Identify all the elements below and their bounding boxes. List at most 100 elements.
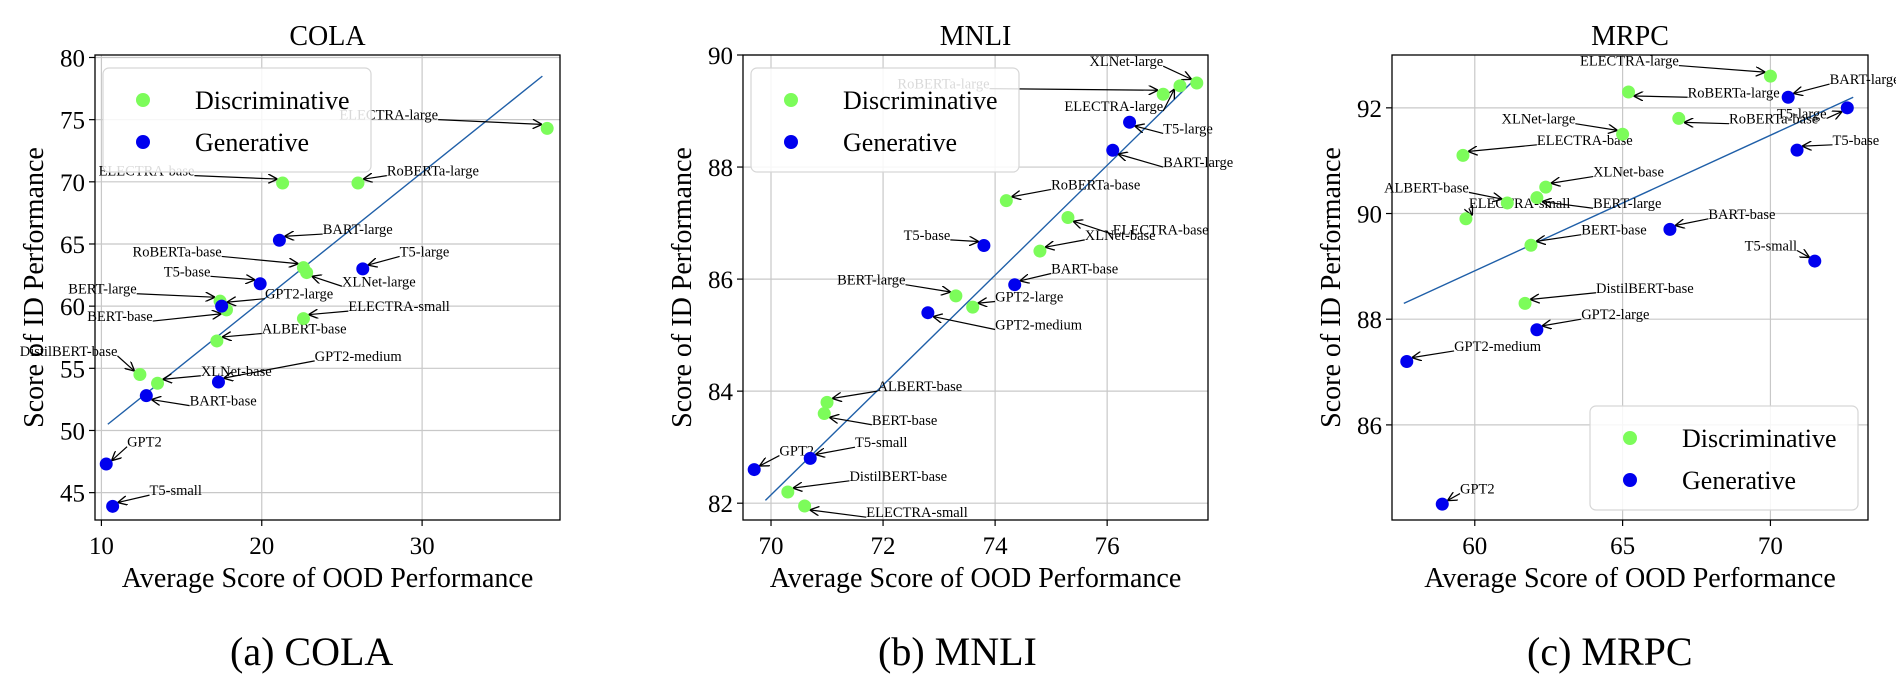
data-point <box>1530 323 1544 337</box>
legend-label: Discriminative <box>1682 424 1837 453</box>
data-point <box>1539 180 1553 194</box>
point-label: T5-small <box>150 483 202 499</box>
annotation-arrow <box>1552 175 1594 184</box>
legend: Discriminative Generative <box>750 67 1020 173</box>
data-point <box>1616 127 1630 141</box>
data-point <box>1524 238 1538 252</box>
legend-marker <box>136 135 150 149</box>
point-label: ELECTRA-small <box>866 505 968 521</box>
point-label: BERT-large <box>68 282 136 298</box>
data-point <box>1033 244 1047 258</box>
annotation-arrow <box>119 494 150 502</box>
legend-marker <box>784 135 798 149</box>
annotation-arrow <box>816 446 856 454</box>
trend-line <box>1403 96 1854 304</box>
legend-label: Generative <box>1682 466 1796 495</box>
point-label: GPT2 <box>1460 482 1495 498</box>
data-point <box>1808 254 1822 268</box>
point-label: DistilBERT-base <box>849 469 947 485</box>
point-label: BERT-base <box>872 413 937 429</box>
annotation-arrow <box>1676 218 1709 226</box>
x-tick-label: 70 <box>759 533 784 560</box>
data-point <box>1400 354 1414 368</box>
legend-marker <box>1623 431 1637 445</box>
data-point <box>211 375 225 389</box>
y-tick-label: 80 <box>60 45 85 72</box>
data-point <box>1190 76 1204 90</box>
annotation-arrow <box>1685 122 1730 123</box>
y-tick-label: 65 <box>60 232 85 259</box>
annotation-arrow <box>1119 154 1164 168</box>
chart-title: MRPC <box>1591 21 1669 52</box>
point-label: ELECTRA-base <box>1113 222 1209 238</box>
data-point <box>1790 143 1804 157</box>
annotation-arrow <box>1543 202 1594 209</box>
data-point <box>747 463 761 477</box>
annotation-arrow <box>1543 318 1582 326</box>
data-point <box>276 176 290 190</box>
annotation-arrow <box>1469 208 1472 215</box>
y-tick-label: 84 <box>708 379 734 406</box>
annotation-arrow <box>1575 123 1616 131</box>
y-tick-label: 45 <box>60 481 85 508</box>
point-label: RoBERTa-base <box>1729 112 1818 128</box>
data-point <box>966 300 980 314</box>
y-axis-label: Score of ID Performance <box>1316 147 1347 428</box>
x-tick-label: 76 <box>1095 533 1120 560</box>
y-tick-label: 92 <box>1357 96 1382 123</box>
x-tick-label: 30 <box>410 533 435 560</box>
x-tick-label: 74 <box>983 533 1009 560</box>
x-tick-label: 65 <box>1610 533 1635 560</box>
data-point <box>1530 191 1544 205</box>
data-point <box>1622 85 1636 99</box>
legend-box <box>102 67 372 173</box>
y-tick-label: 70 <box>60 170 85 197</box>
data-point <box>300 266 314 280</box>
point-label: ELECTRA-base <box>1537 133 1633 149</box>
y-tick-label: 90 <box>1357 202 1382 229</box>
annotation-arrow <box>1136 126 1164 135</box>
trend-line <box>107 75 543 425</box>
point-label: T5-small <box>1745 239 1797 255</box>
annotation-arrow <box>1021 272 1052 280</box>
annotation-arrow <box>1469 144 1537 152</box>
point-label: DistilBERT-base <box>20 344 118 360</box>
y-tick-label: 86 <box>708 267 733 294</box>
annotation-arrow <box>833 390 878 398</box>
annotation-arrow <box>194 176 276 179</box>
annotation-arrow <box>1413 350 1455 358</box>
annotation-arrow <box>1074 221 1113 235</box>
y-tick-label: 88 <box>1357 307 1382 334</box>
data-point <box>540 121 554 135</box>
x-tick-label: 72 <box>871 533 896 560</box>
annotation-arrow <box>1531 292 1597 300</box>
point-label: BERT-large <box>837 273 905 289</box>
y-tick-label: 82 <box>708 491 733 518</box>
legend-marker <box>784 93 798 107</box>
data-point <box>798 499 812 513</box>
data-point <box>1106 143 1120 157</box>
data-point <box>296 312 310 326</box>
data-point <box>272 233 286 247</box>
caption-mrpc: (c) MRPC <box>1527 629 1693 674</box>
legend-label: Generative <box>195 128 309 157</box>
plot-frame <box>742 54 1209 521</box>
annotation-arrow <box>1803 145 1833 146</box>
x-axis-label: Average Score of OOD Performance <box>122 563 534 594</box>
annotation-arrow <box>112 446 128 460</box>
annotation-arrow <box>1162 90 1174 112</box>
annotation-arrow <box>1635 96 1688 97</box>
point-label: XLNet-large <box>1089 54 1163 70</box>
legend-label: Discriminative <box>195 86 350 115</box>
point-label: GPT2-large <box>995 290 1063 306</box>
annotation-arrow <box>285 234 323 236</box>
data-point <box>1763 69 1777 83</box>
point-label: BERT-base <box>87 309 152 325</box>
plot-frame <box>1391 54 1869 521</box>
point-label: GPT2-medium <box>1454 339 1542 355</box>
point-label: T5-base <box>1833 133 1880 149</box>
caption-mnli: (b) MNLI <box>878 629 1037 674</box>
data-point <box>1456 148 1470 162</box>
data-point <box>817 407 831 421</box>
annotation-arrow <box>905 284 949 292</box>
